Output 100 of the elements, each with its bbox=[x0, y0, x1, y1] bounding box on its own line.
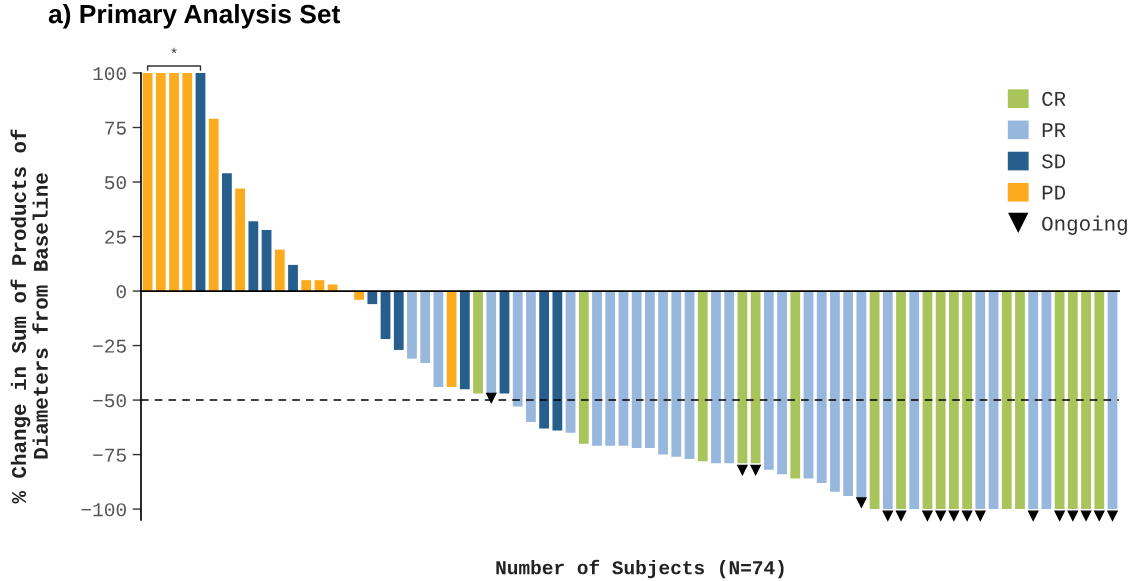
x-axis-title: Number of Subjects (N=74) bbox=[496, 559, 784, 579]
bar bbox=[1054, 291, 1065, 510]
bar bbox=[393, 291, 404, 350]
bar bbox=[288, 264, 298, 292]
bar bbox=[1107, 291, 1118, 510]
bar bbox=[949, 291, 959, 510]
bar bbox=[711, 291, 721, 464]
bar bbox=[592, 291, 602, 446]
bar bbox=[235, 188, 246, 292]
bar bbox=[1094, 291, 1105, 510]
point bbox=[1027, 510, 1039, 521]
bar bbox=[869, 291, 880, 510]
bar bbox=[684, 291, 695, 459]
bar bbox=[790, 291, 801, 479]
y-tick-label: −75 bbox=[93, 448, 126, 462]
bar bbox=[248, 221, 259, 292]
bar bbox=[724, 291, 735, 464]
point bbox=[1054, 510, 1065, 521]
bar bbox=[1028, 291, 1039, 510]
bar bbox=[909, 291, 920, 510]
point bbox=[856, 497, 867, 508]
point bbox=[1107, 510, 1118, 521]
point bbox=[961, 510, 973, 521]
bar bbox=[578, 291, 589, 444]
y-axis-title: % Change in Sum of Products of Diameters from Baseline bbox=[10, 129, 48, 504]
bar bbox=[142, 73, 153, 292]
bar bbox=[473, 291, 483, 394]
bar bbox=[843, 291, 854, 497]
bar bbox=[896, 291, 906, 510]
bar bbox=[763, 291, 774, 470]
bar bbox=[1081, 291, 1091, 510]
bar bbox=[208, 118, 219, 292]
bar bbox=[420, 291, 431, 363]
y-tick-label: −50 bbox=[93, 394, 126, 408]
legend-label: SD bbox=[1041, 154, 1066, 169]
chart-title: a) Primary Analysis Set bbox=[48, 4, 341, 29]
bar bbox=[195, 73, 206, 292]
bar bbox=[830, 291, 840, 492]
point bbox=[975, 510, 986, 521]
point bbox=[882, 510, 894, 521]
bar bbox=[459, 291, 470, 390]
legend-label: PR bbox=[1042, 123, 1066, 137]
y-tick-label: 75 bbox=[105, 121, 126, 135]
y-tick-label: 0 bbox=[116, 285, 126, 299]
bar bbox=[222, 173, 232, 292]
bar bbox=[671, 291, 682, 457]
bar bbox=[354, 291, 364, 300]
point bbox=[922, 510, 933, 521]
bar bbox=[737, 291, 748, 464]
point bbox=[737, 464, 748, 476]
bar bbox=[169, 73, 179, 292]
bar bbox=[499, 291, 510, 394]
bar bbox=[697, 291, 708, 462]
bar bbox=[922, 291, 933, 510]
y-tick-label: −100 bbox=[81, 503, 126, 517]
bar bbox=[988, 291, 999, 510]
legend-label: CR bbox=[1042, 91, 1066, 106]
bar bbox=[486, 291, 497, 394]
bar bbox=[433, 291, 444, 387]
legend-label: Ongoing bbox=[1042, 215, 1127, 235]
bar bbox=[552, 291, 563, 431]
bar bbox=[750, 291, 761, 464]
bar bbox=[605, 291, 616, 446]
point bbox=[895, 510, 907, 521]
bar bbox=[935, 291, 946, 510]
point bbox=[1067, 510, 1079, 521]
bar bbox=[301, 280, 312, 292]
bar bbox=[618, 291, 629, 446]
bar bbox=[856, 291, 867, 499]
y-tick-label: 25 bbox=[105, 230, 126, 244]
bar bbox=[631, 291, 642, 449]
bar bbox=[182, 73, 193, 292]
bar bbox=[882, 291, 893, 510]
y-tick-label: 100 bbox=[93, 67, 126, 81]
bar bbox=[446, 291, 457, 387]
point bbox=[1094, 510, 1105, 521]
bar bbox=[565, 291, 576, 433]
bar bbox=[407, 291, 417, 359]
legend-label: PD bbox=[1042, 185, 1066, 200]
point bbox=[1080, 510, 1092, 521]
bar bbox=[1041, 291, 1052, 510]
bar bbox=[816, 291, 827, 483]
bar bbox=[261, 230, 272, 292]
bar bbox=[526, 291, 536, 422]
bar bbox=[975, 291, 986, 510]
bar bbox=[274, 249, 285, 292]
bar bbox=[1015, 291, 1025, 510]
point bbox=[935, 510, 946, 521]
bar bbox=[658, 291, 668, 455]
bar bbox=[803, 291, 814, 479]
bar bbox=[512, 291, 523, 407]
y-tick-label: 50 bbox=[104, 176, 126, 190]
bar bbox=[1001, 291, 1012, 510]
bar bbox=[155, 73, 166, 292]
bar bbox=[1067, 291, 1078, 510]
bar bbox=[367, 291, 378, 305]
bar bbox=[777, 291, 787, 475]
point bbox=[948, 510, 960, 521]
point bbox=[486, 392, 497, 404]
y-tick-label: −25 bbox=[93, 339, 126, 353]
